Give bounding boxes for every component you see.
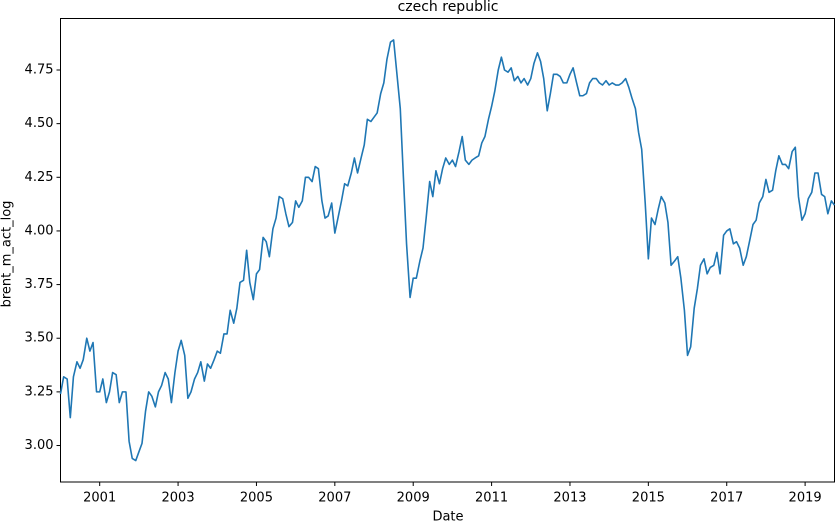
y-tick-label: 3.50 [25, 331, 54, 346]
chart-title: czech republic [398, 0, 499, 15]
x-tick-label: 2011 [475, 491, 508, 506]
y-tick-label: 4.75 [25, 63, 54, 78]
y-tick-label: 3.00 [25, 438, 54, 453]
y-tick-label: 3.75 [25, 277, 54, 292]
x-tick-label: 2015 [632, 491, 665, 506]
y-tick-label: 4.00 [25, 223, 54, 238]
x-axis-label: Date [432, 510, 463, 525]
x-tick-label: 2007 [318, 491, 351, 506]
x-tick-label: 2001 [83, 491, 116, 506]
y-axis-label: brent_m_act_log [0, 201, 15, 308]
y-tick-label: 4.25 [25, 170, 54, 185]
y-tick-label: 3.25 [25, 384, 54, 399]
x-tick-label: 2017 [710, 491, 743, 506]
plot-frame [60, 18, 835, 483]
x-tick-label: 2005 [240, 491, 273, 506]
x-tick-label: 2003 [162, 491, 195, 506]
x-tick-label: 2019 [789, 491, 822, 506]
x-tick-label: 2009 [397, 491, 430, 506]
x-tick-label: 2013 [553, 491, 586, 506]
y-tick-label: 4.50 [25, 116, 54, 131]
data-line [59, 39, 835, 462]
